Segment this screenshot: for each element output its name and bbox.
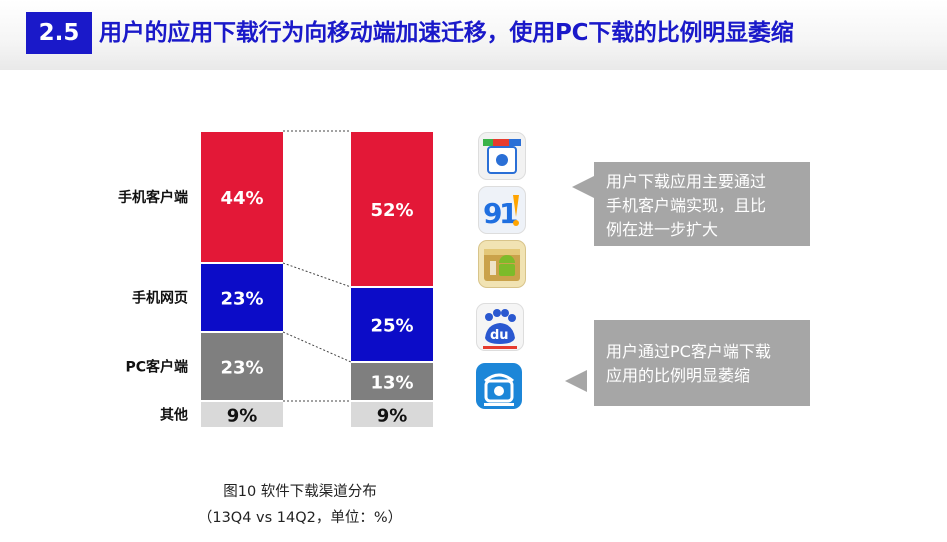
bar-segment-0-0: [201, 402, 283, 427]
callout-line: 用户通过PC客户端下载: [606, 342, 771, 361]
svg-text:du: du: [490, 328, 509, 343]
android-market-icon: [478, 240, 526, 288]
wandoujia-icon: [476, 363, 522, 409]
data-label-1-2: 25%: [370, 316, 413, 337]
91-assistant-icon: 9 1: [478, 186, 526, 234]
data-label-0-1: 23%: [220, 358, 263, 379]
data-label-0-3: 44%: [220, 188, 263, 209]
series-label-1: PC客户端: [125, 359, 188, 376]
callout-arrow: [572, 176, 594, 198]
page-title: 用户的应用下载行为向移动端加速迁移，使用PC下载的比例明显萎缩: [99, 20, 794, 46]
callout-mobile-client: 用户下载应用主要通过 手机客户端实现，且比 例在进一步扩大: [594, 162, 810, 246]
bar-segment-1-0: [351, 402, 433, 427]
chart-subcaption: （13Q4 vs 14Q2，单位：%）: [197, 510, 403, 526]
chart-caption: 图10 软件下载渠道分布: [223, 484, 377, 500]
header-bar: 2.5 用户的应用下载行为向移动端加速迁移，使用PC下载的比例明显萎缩: [0, 0, 947, 70]
connector-line-2: [282, 262, 352, 288]
data-label-1-1: 13%: [370, 373, 413, 394]
bar-segment-0-3: [201, 132, 283, 262]
bar-segment-1-2: [351, 288, 433, 361]
data-label-0-0: 9%: [227, 406, 258, 427]
series-label-3: 手机客户端: [118, 189, 188, 206]
bar-segment-0-2: [201, 264, 283, 331]
series-label-0: 其他: [160, 407, 188, 424]
section-number-badge: 2.5: [26, 12, 92, 54]
data-label-1-3: 52%: [370, 200, 413, 221]
svg-text:9: 9: [483, 197, 502, 230]
baidu-mobile-assistant-icon: du: [476, 303, 524, 351]
callout-arrow: [565, 370, 587, 392]
callout-line: 例在进一步扩大: [606, 220, 719, 239]
data-label-0-2: 23%: [220, 289, 263, 310]
connector-line-1: [282, 331, 352, 363]
baidu-appstore-icon: [478, 132, 526, 180]
callout-pc-client: 用户通过PC客户端下载 应用的比例明显萎缩: [594, 320, 810, 406]
callout-line: 应用的比例明显萎缩: [606, 366, 751, 385]
bar-segment-1-1: [351, 363, 433, 400]
callout-line: 手机客户端实现，且比: [606, 196, 767, 215]
bar-segment-0-1: [201, 333, 283, 400]
series-label-2: 手机网页: [132, 290, 188, 307]
callout-line: 用户下载应用主要通过: [606, 172, 767, 191]
data-label-1-0: 9%: [377, 406, 408, 427]
bar-segment-1-3: [351, 132, 433, 286]
